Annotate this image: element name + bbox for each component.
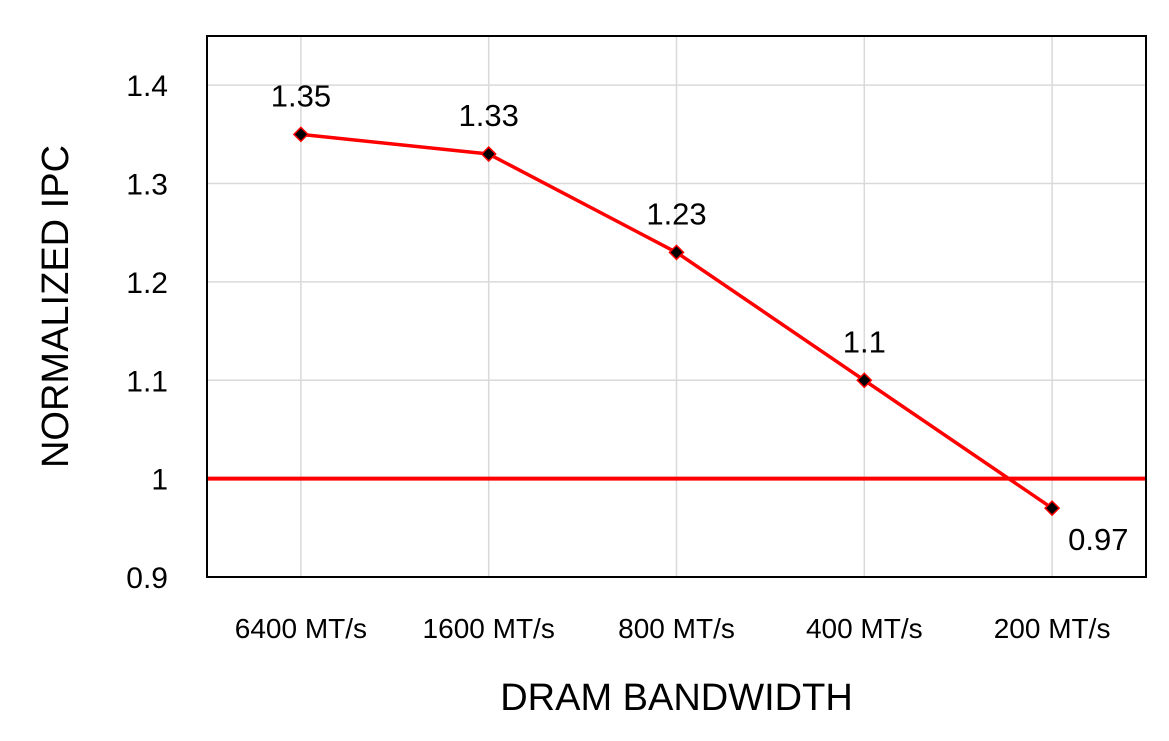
x-axis-title: DRAM BANDWIDTH <box>500 677 853 719</box>
y-tick-label: 1.3 <box>126 169 168 202</box>
marker-layer <box>292 126 1061 517</box>
data-point-marker <box>292 126 309 143</box>
data-label: 1.35 <box>271 78 331 113</box>
grid <box>207 36 1146 578</box>
x-axis-ticks: 6400 MT/s 1600 MT/s 800 MT/s 400 MT/s 200 MT… <box>235 613 1111 644</box>
y-axis-ticks: 0.9 1 1.1 1.2 1.3 1.4 <box>126 70 168 595</box>
x-tick-label: 6400 MT/s <box>235 613 367 644</box>
x-tick-label: 400 MT/s <box>806 613 923 644</box>
x-tick-label: 200 MT/s <box>994 613 1111 644</box>
x-tick-label: 800 MT/s <box>618 613 735 644</box>
y-tick-label: 1 <box>151 464 168 497</box>
data-point-marker <box>668 244 685 261</box>
y-tick-label: 0.9 <box>126 562 168 595</box>
data-label: 1.23 <box>646 196 706 231</box>
data-label: 1.1 <box>843 324 886 359</box>
data-label-layer: 1.35 1.33 1.23 1.1 0.97 <box>271 78 1129 557</box>
data-point-marker <box>856 372 873 389</box>
x-tick-label: 1600 MT/s <box>423 613 555 644</box>
y-tick-label: 1.2 <box>126 267 168 300</box>
y-tick-label: 1.4 <box>126 70 168 103</box>
data-point-marker <box>1044 500 1061 517</box>
plot-area-frame <box>206 35 1147 578</box>
y-axis-title: NORMALIZED IPC <box>35 145 77 468</box>
data-point-marker <box>480 145 497 163</box>
data-label: 1.33 <box>459 98 519 133</box>
data-label: 0.97 <box>1068 522 1128 557</box>
y-tick-label: 1.1 <box>126 365 168 398</box>
